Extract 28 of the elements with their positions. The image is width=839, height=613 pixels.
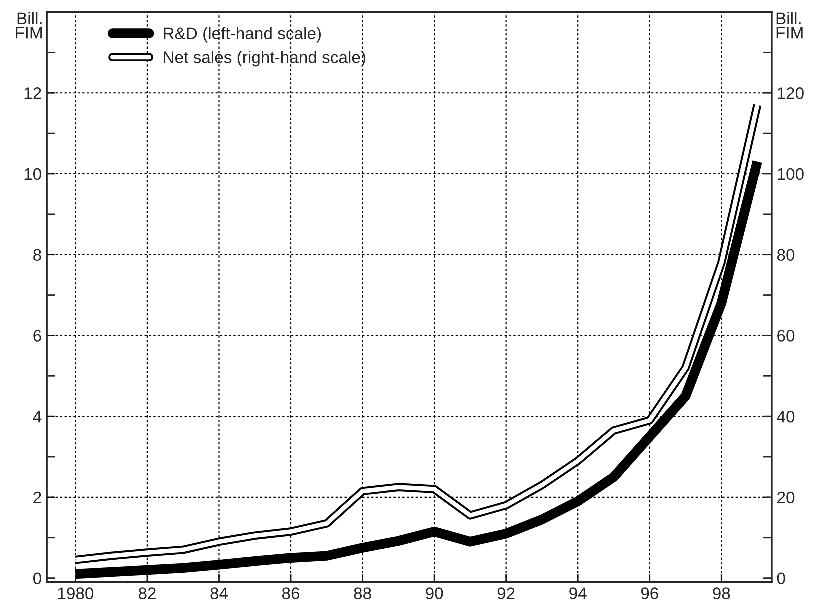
x-tick-label: 92 xyxy=(498,588,515,600)
x-tick-label: 1980 xyxy=(58,588,94,600)
legend-label: R&D (left-hand scale) xyxy=(164,27,322,43)
y-axis-title: Bill. FIM xyxy=(16,12,42,39)
y-tick-label: 12 xyxy=(24,88,42,100)
y-tick-label: 2 xyxy=(34,492,42,504)
y-tick-label: 8 xyxy=(34,249,42,262)
y2-tick-label: 100 xyxy=(778,168,804,180)
x-tick-label: 88 xyxy=(354,588,372,600)
y-tick-label: 10 xyxy=(24,168,42,180)
y-tick-label: 0 xyxy=(34,572,42,585)
y2-tick-label: 120 xyxy=(778,88,804,100)
y2-tick-label: 0 xyxy=(777,572,786,585)
x-tick-label: 98 xyxy=(713,588,730,600)
x-tick-label: 96 xyxy=(641,588,658,600)
y2-tick-label: 80 xyxy=(777,249,795,262)
y2-tick-label: 20 xyxy=(778,492,795,504)
y-tick-label: 6 xyxy=(34,330,42,342)
y2-tick-label: 60 xyxy=(778,330,795,342)
x-tick-label: 94 xyxy=(570,588,587,600)
y2-axis-title: Bill. FIM xyxy=(776,12,803,39)
x-tick-label: 84 xyxy=(210,588,228,600)
y2-tick-label: 40 xyxy=(777,410,795,423)
x-tick-label: 86 xyxy=(282,588,300,600)
x-tick-label: 90 xyxy=(426,588,444,600)
x-tick-label: 82 xyxy=(138,588,156,600)
y-tick-label: 4 xyxy=(33,411,42,423)
legend-label: Net sales (right-hand scale) xyxy=(164,51,366,67)
